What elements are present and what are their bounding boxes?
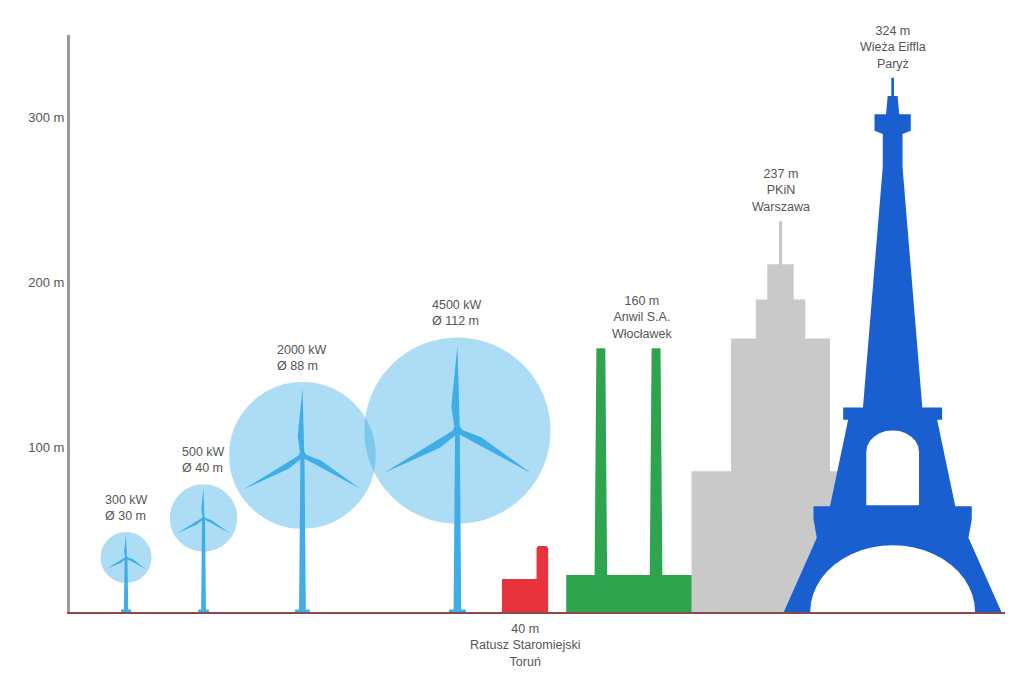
svg-text:40 mRatusz StaromiejskiToruń: 40 mRatusz StaromiejskiToruń [470,622,580,669]
svg-text:2000 kWØ 88 m: 2000 kWØ 88 m [277,343,327,373]
svg-text:4500 kWØ 112 m: 4500 kWØ 112 m [432,298,482,328]
svg-text:100 m: 100 m [28,440,64,455]
svg-text:324 mWieża EifflaParyż: 324 mWieża EifflaParyż [860,24,926,71]
svg-text:237 mPKiNWarszawa: 237 mPKiNWarszawa [752,167,810,214]
svg-text:300 m: 300 m [28,110,64,125]
svg-text:200 m: 200 m [28,275,64,290]
svg-text:300 kWØ 30 m: 300 kWØ 30 m [105,493,148,523]
svg-text:160 mAnwil S.A.Włocławek: 160 mAnwil S.A.Włocławek [612,294,672,341]
svg-text:500 kWØ 40 m: 500 kWØ 40 m [182,445,225,475]
